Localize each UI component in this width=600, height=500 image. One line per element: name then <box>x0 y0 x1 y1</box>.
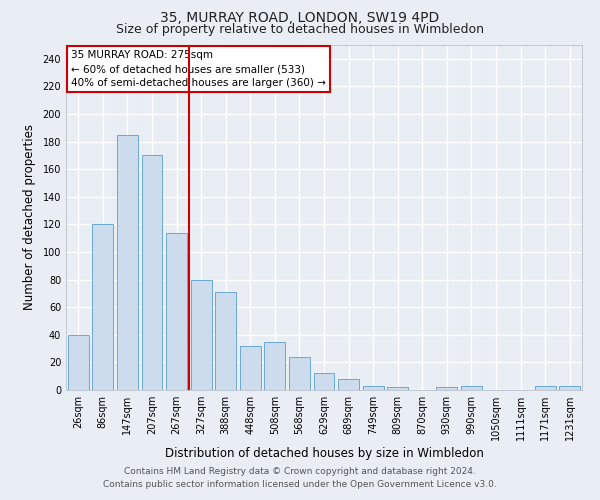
Bar <box>92 224 113 390</box>
Bar <box>314 374 334 390</box>
Text: 35 MURRAY ROAD: 275sqm
← 60% of detached houses are smaller (533)
40% of semi-de: 35 MURRAY ROAD: 275sqm ← 60% of detached… <box>71 50 326 88</box>
Bar <box>240 346 261 390</box>
Y-axis label: Number of detached properties: Number of detached properties <box>23 124 35 310</box>
Bar <box>68 335 89 390</box>
Bar <box>362 386 383 390</box>
Text: 35, MURRAY ROAD, LONDON, SW19 4PD: 35, MURRAY ROAD, LONDON, SW19 4PD <box>160 11 440 25</box>
Text: Contains HM Land Registry data © Crown copyright and database right 2024.
Contai: Contains HM Land Registry data © Crown c… <box>103 468 497 489</box>
Bar <box>535 386 556 390</box>
Bar <box>215 292 236 390</box>
Bar <box>559 386 580 390</box>
Bar <box>338 379 359 390</box>
Bar <box>289 357 310 390</box>
Bar <box>387 387 408 390</box>
Bar <box>166 232 187 390</box>
X-axis label: Distribution of detached houses by size in Wimbledon: Distribution of detached houses by size … <box>164 447 484 460</box>
Bar <box>117 134 138 390</box>
Bar <box>436 387 457 390</box>
Bar <box>461 386 482 390</box>
Bar <box>265 342 286 390</box>
Text: Size of property relative to detached houses in Wimbledon: Size of property relative to detached ho… <box>116 22 484 36</box>
Bar <box>142 156 163 390</box>
Bar <box>191 280 212 390</box>
